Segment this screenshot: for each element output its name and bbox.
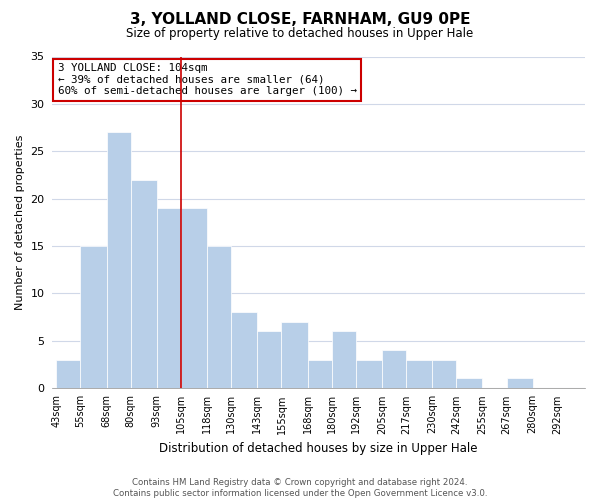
Bar (257, 331, 281, 388)
Bar (207, 246, 231, 388)
Text: 3 YOLLAND CLOSE: 104sqm
← 39% of detached houses are smaller (64)
60% of semi-de: 3 YOLLAND CLOSE: 104sqm ← 39% of detache… (58, 63, 356, 96)
Bar (308, 360, 332, 388)
Bar (432, 360, 457, 388)
Bar (356, 360, 382, 388)
Bar (181, 208, 207, 388)
Bar (457, 378, 482, 388)
Text: Size of property relative to detached houses in Upper Hale: Size of property relative to detached ho… (127, 28, 473, 40)
Bar (131, 180, 157, 388)
Y-axis label: Number of detached properties: Number of detached properties (15, 134, 25, 310)
Bar (506, 378, 533, 388)
Bar (382, 350, 406, 388)
Text: 3, YOLLAND CLOSE, FARNHAM, GU9 0PE: 3, YOLLAND CLOSE, FARNHAM, GU9 0PE (130, 12, 470, 28)
Bar (107, 132, 131, 388)
Text: Contains HM Land Registry data © Crown copyright and database right 2024.
Contai: Contains HM Land Registry data © Crown c… (113, 478, 487, 498)
Bar (332, 331, 356, 388)
Bar (406, 360, 432, 388)
Bar (231, 312, 257, 388)
Bar (281, 322, 308, 388)
Bar (80, 246, 107, 388)
Bar (56, 360, 80, 388)
Bar (157, 208, 181, 388)
X-axis label: Distribution of detached houses by size in Upper Hale: Distribution of detached houses by size … (160, 442, 478, 455)
